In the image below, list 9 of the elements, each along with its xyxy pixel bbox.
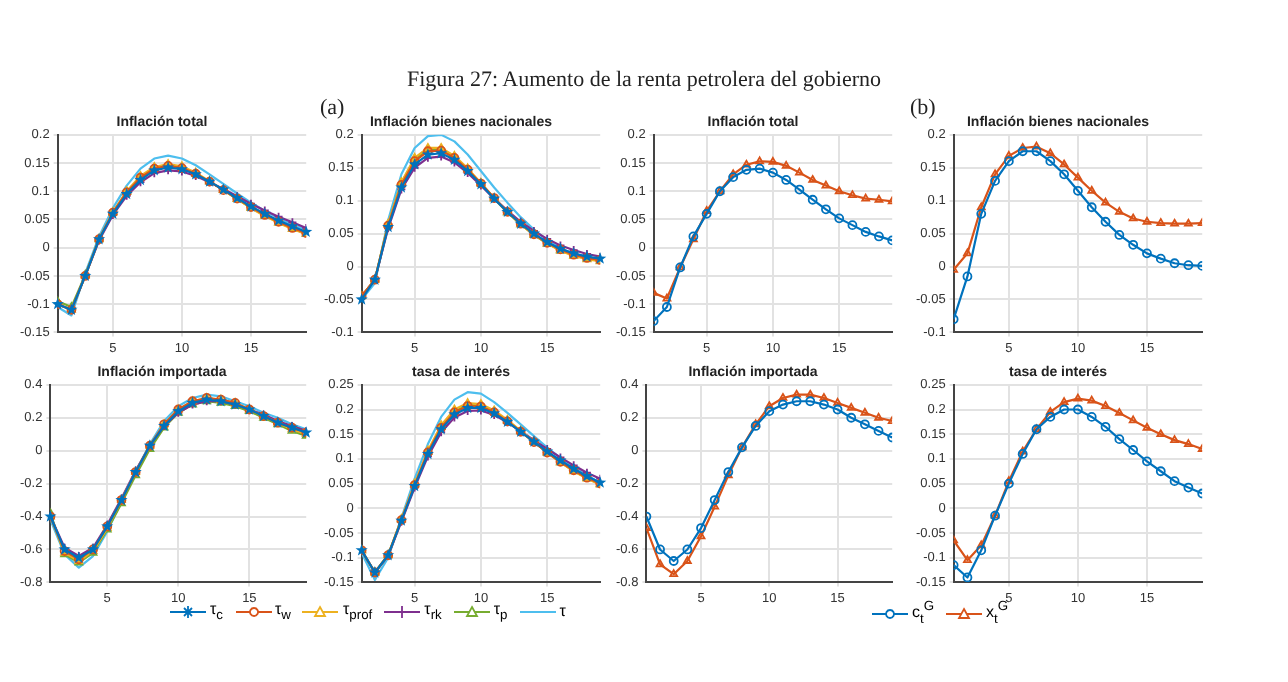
legend-label: τ$_{c}$ [210, 600, 223, 624]
legend-label: τ$_{prof}$ [342, 600, 373, 624]
legend-label: τ [559, 602, 566, 621]
legend-label: τ$_{p}$ [493, 600, 508, 624]
legend-label: τ$_{rk}$ [424, 600, 442, 624]
text: (b) [910, 96, 936, 120]
text: (a) [320, 96, 345, 120]
legend-label: τ$_{w}$ [275, 600, 291, 624]
text: Figura 27: Aumento de la renta petrolera del gobierno [406, 68, 882, 92]
